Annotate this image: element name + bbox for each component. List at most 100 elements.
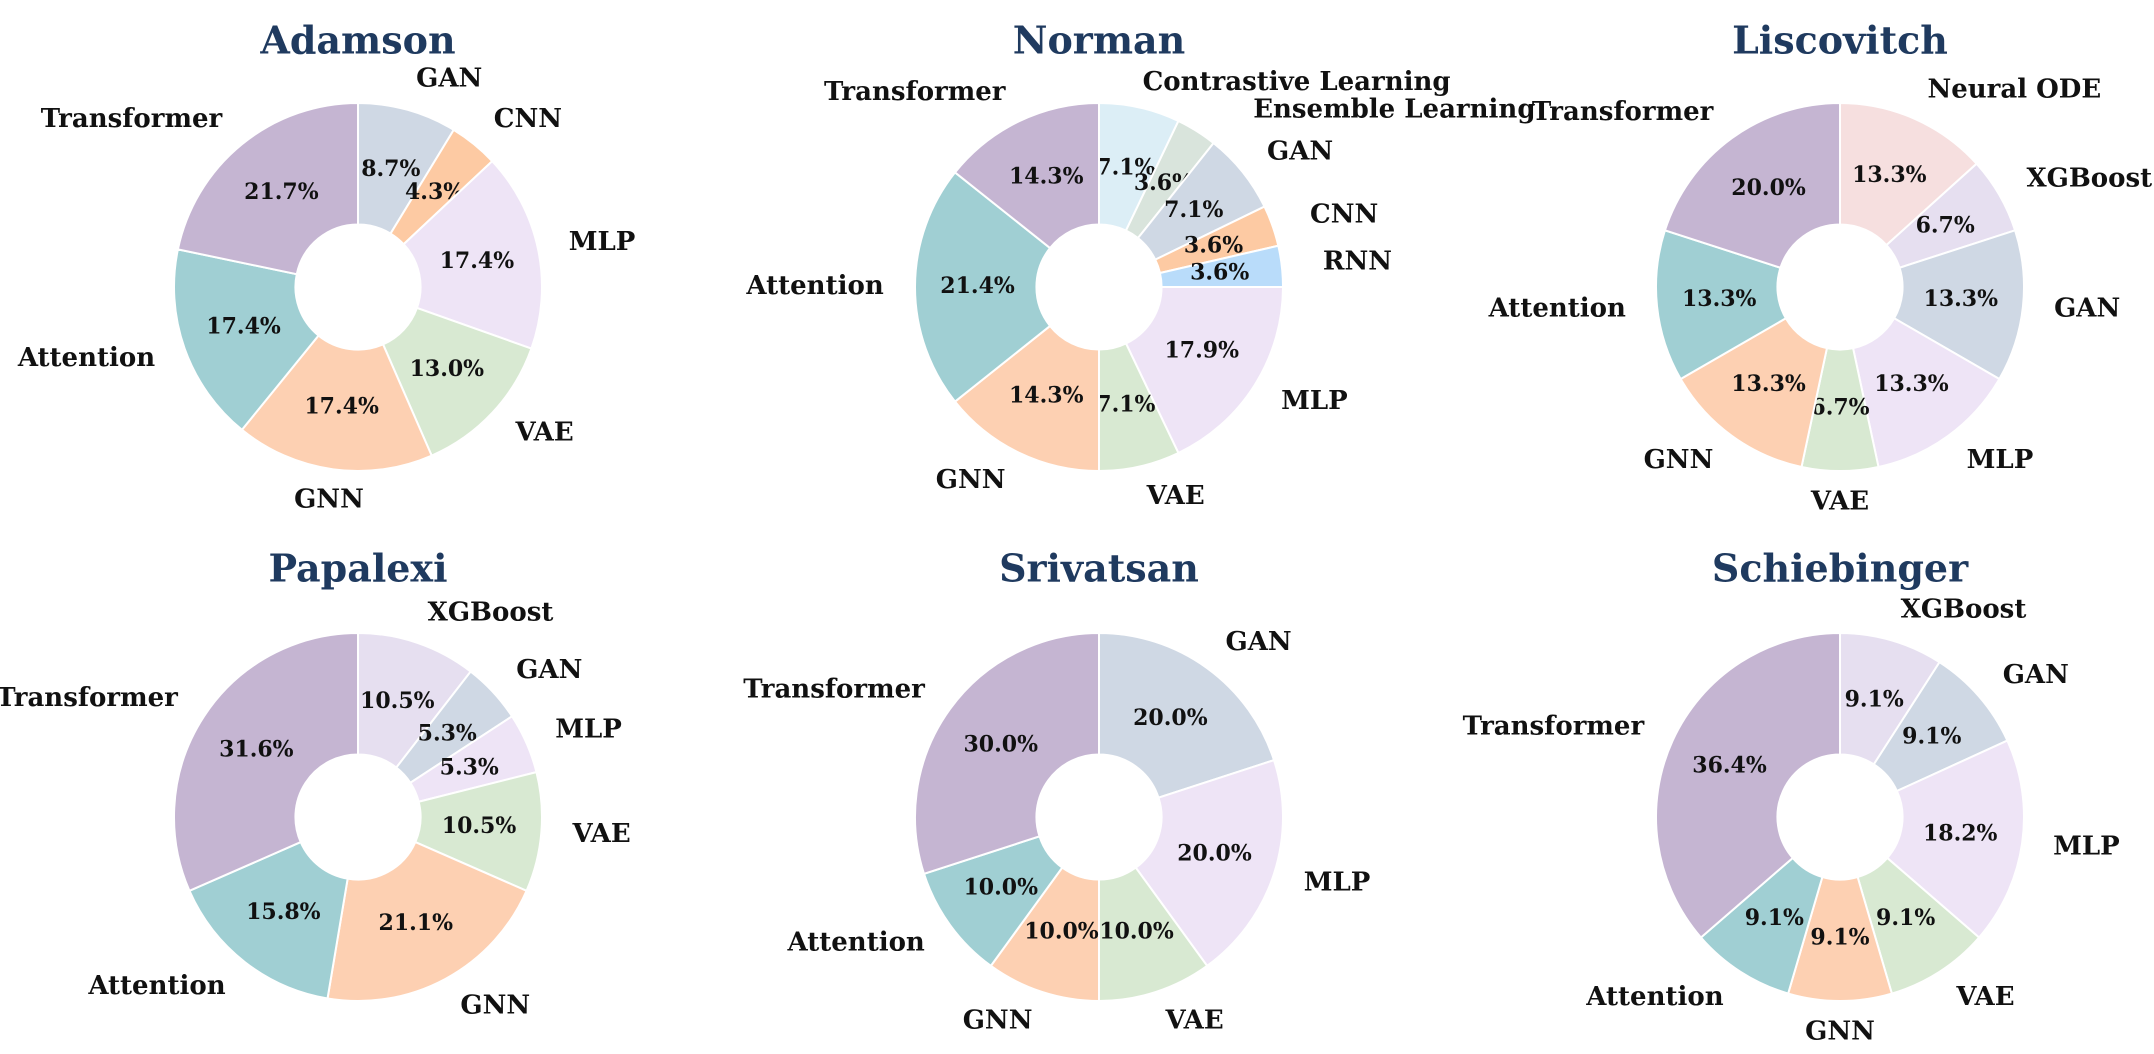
pie-category-label: Attention xyxy=(87,971,225,1001)
pie-percent-label: 13.3% xyxy=(1731,371,1806,397)
donut-hole xyxy=(1777,754,1903,880)
pie-category-label: GNN xyxy=(1805,1016,1875,1046)
pie-category-label: RNN xyxy=(1323,247,1392,277)
pie-percent-label: 13.3% xyxy=(1874,371,1949,397)
pie-category-label: CNN xyxy=(1310,199,1378,229)
pie-percent-label: 31.6% xyxy=(219,737,294,763)
pie-percent-label: 10.5% xyxy=(442,813,517,839)
pie-percent-label: 21.1% xyxy=(379,910,454,936)
pie-percent-label: 13.3% xyxy=(1682,286,1757,312)
pie-slice-transformer xyxy=(1655,631,1841,939)
pie-category-label: GAN xyxy=(2054,294,2120,324)
pie-percent-label: 10.5% xyxy=(360,688,435,714)
pie-slice-transformer xyxy=(176,101,359,276)
pie-category-label: Attention xyxy=(787,928,925,958)
pie-category-label: GAN xyxy=(516,655,582,685)
pie-percent-label: 7.1% xyxy=(1096,391,1155,417)
pie-category-label: Attention xyxy=(17,343,155,373)
pie-percent-label: 21.4% xyxy=(940,273,1015,299)
pie-category-label: Contrastive Learning xyxy=(1143,67,1451,97)
pie-category-label: VAE xyxy=(1955,982,2014,1012)
pie-percent-label: 14.3% xyxy=(1009,164,1084,190)
chart-title: Adamson xyxy=(259,18,455,63)
pie-percent-label: 5.3% xyxy=(440,754,499,780)
pie-percent-label: 3.6% xyxy=(1184,233,1243,259)
pie-category-label: XGBoost xyxy=(428,597,554,627)
pie-category-label: GNN xyxy=(936,465,1006,495)
pie-panel-liscovitch: Liscovitch 13.3% Neural ODE 6.7% XGBoost 13.3… xyxy=(1488,18,2153,517)
pie-panel-adamson: Adamson8.7%GAN4.3%CNN17.4%MLP13.0%VAE17.… xyxy=(17,18,636,515)
donut-hole xyxy=(1036,754,1162,880)
donut-hole xyxy=(295,224,421,350)
pie-category-label: GAN xyxy=(2003,660,2069,690)
pie-percent-label: 15.8% xyxy=(246,899,321,925)
pie-percent-label: 10.0% xyxy=(1099,918,1174,944)
pie-percent-label: 7.1% xyxy=(1164,197,1223,223)
pie-percent-label: 10.0% xyxy=(1024,918,1099,944)
pie-slice-mlp xyxy=(1885,739,2025,939)
pie-percent-label: 17.4% xyxy=(440,248,515,274)
pie-percent-label: 9.1% xyxy=(1845,686,1904,712)
pie-percent-label: 5.3% xyxy=(418,721,477,747)
pie-category-label: Transformer xyxy=(0,683,178,713)
pie-percent-label: 13.3% xyxy=(1924,286,1999,312)
pie-percent-label: 7.1% xyxy=(1096,155,1155,181)
pie-percent-label: 13.3% xyxy=(1852,162,1927,188)
pie-percent-label: 30.0% xyxy=(964,732,1039,758)
pie-category-label: MLP xyxy=(1967,445,2034,475)
pie-category-label: MLP xyxy=(1304,868,1371,898)
pie-category-label: MLP xyxy=(2053,832,2120,862)
pie-category-label: GNN xyxy=(963,1006,1033,1036)
pie-percent-label: 20.0% xyxy=(1133,705,1208,731)
pie-category-label: Attention xyxy=(745,271,883,301)
pie-percent-label: 8.7% xyxy=(361,156,420,182)
pie-percent-label: 9.1% xyxy=(1745,905,1804,931)
pie-category-label: Transformer xyxy=(1463,712,1645,742)
pie-percent-label: 10.0% xyxy=(964,874,1039,900)
pie-percent-label: 20.0% xyxy=(1731,175,1806,201)
pie-category-label: VAE xyxy=(572,819,631,849)
pie-category-label: CNN xyxy=(494,104,562,134)
pie-percent-label: 36.4% xyxy=(1692,753,1767,779)
pie-category-label: GNN xyxy=(1644,445,1714,475)
pie-category-label: VAE xyxy=(1146,481,1205,511)
pie-category-label: Transformer xyxy=(1532,97,1714,127)
pie-percent-label: 6.7% xyxy=(1810,394,1869,420)
pie-category-label: GAN xyxy=(1226,627,1292,657)
pie-percent-label: 9.1% xyxy=(1902,723,1961,749)
chart-title: Srivatsan xyxy=(999,546,1199,591)
pie-percent-label: 17.4% xyxy=(304,393,379,419)
pie-category-label: Transformer xyxy=(743,674,925,704)
pie-category-label: GNN xyxy=(294,484,364,514)
pie-percent-label: 9.1% xyxy=(1876,905,1935,931)
pie-panel-papalexi: Papalexi 10.5% XGBoost 5.3% GAN 5.3% MLP 10.5% V… xyxy=(0,546,631,1021)
pie-percent-label: 20.0% xyxy=(1177,841,1252,867)
pie-category-label: MLP xyxy=(569,227,636,257)
pie-panel-norman: Norman 7.1% Contrastive Learning 3.6% Ensemb… xyxy=(745,18,1535,511)
chart-title: Norman xyxy=(1013,18,1186,63)
pie-percent-label: 13.0% xyxy=(410,356,485,382)
pie-category-label: VAE xyxy=(1810,486,1869,516)
pie-category-label: Transformer xyxy=(41,104,223,134)
pie-category-label: MLP xyxy=(555,715,622,745)
chart-title: Liscovitch xyxy=(1732,18,1948,63)
pie-percent-label: 17.9% xyxy=(1164,338,1239,364)
pie-percent-label: 3.6% xyxy=(1190,259,1249,285)
pie-percent-label: 17.4% xyxy=(206,314,281,340)
pie-category-label: GNN xyxy=(460,990,530,1020)
pie-slice-transformer xyxy=(953,101,1100,250)
pie-category-label: MLP xyxy=(1281,386,1348,416)
pie-slice-gnn xyxy=(953,324,1100,473)
pie-category-label: Attention xyxy=(1488,294,1626,324)
pie-category-label: GAN xyxy=(416,64,482,94)
pie-category-label: VAE xyxy=(1165,1006,1224,1036)
pie-category-label: Transformer xyxy=(824,77,1006,107)
pie-category-label: GAN xyxy=(1267,136,1333,166)
pie-panel-srivatsan: Srivatsan 20.0% GAN 20.0% MLP 10.0% VAE 10.0% GN… xyxy=(743,546,1370,1036)
pie-percent-label: 21.7% xyxy=(244,179,319,205)
chart-title: Papalexi xyxy=(268,546,447,591)
pie-category-label: XGBoost xyxy=(1901,594,2027,624)
chart-title: Schiebinger xyxy=(1712,546,1969,591)
pie-percent-label: 9.1% xyxy=(1810,924,1869,950)
